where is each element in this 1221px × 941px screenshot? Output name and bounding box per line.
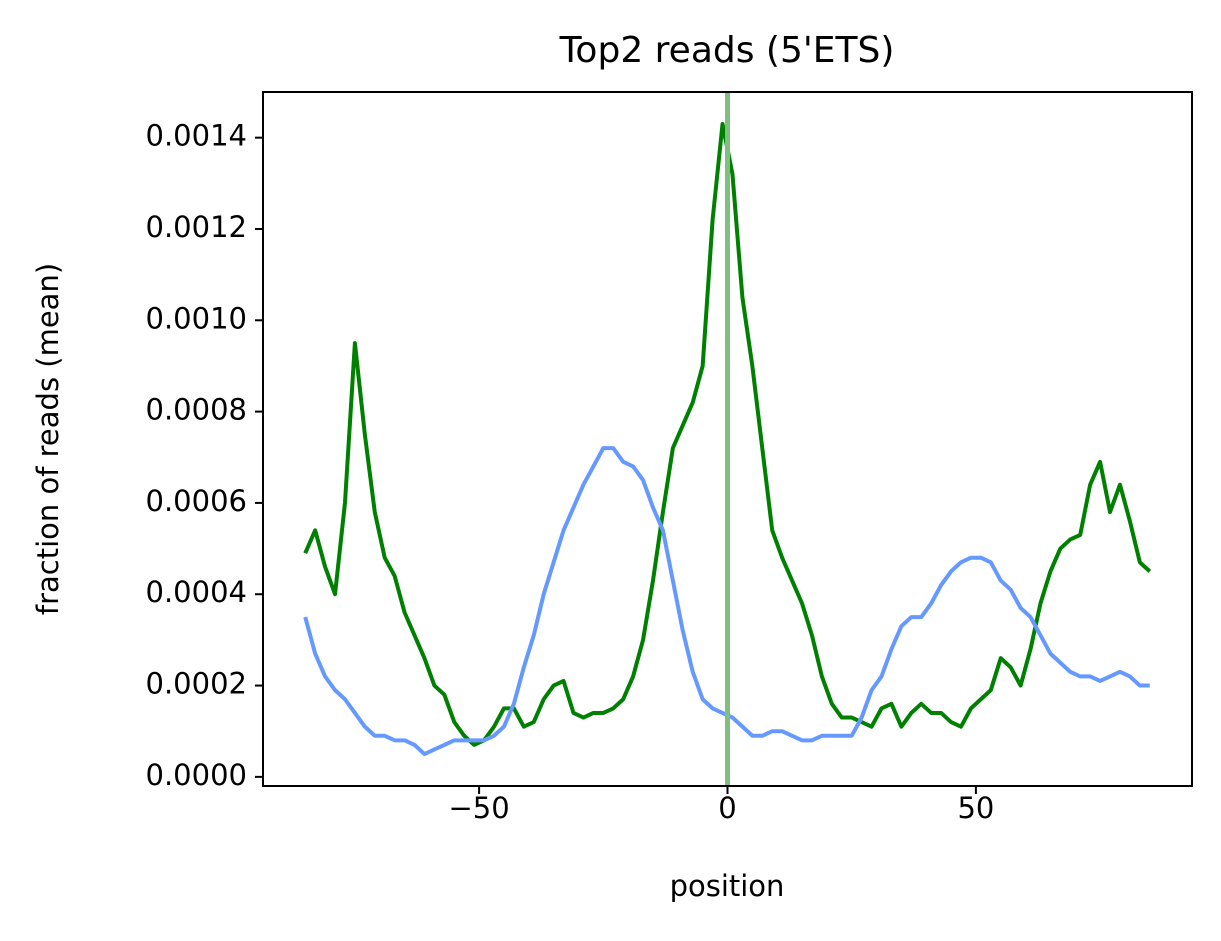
x-tick-label: 50: [957, 791, 994, 825]
y-tick-label: 0.0014: [146, 119, 247, 153]
y-axis-label: fraction of reads (mean): [31, 263, 65, 615]
x-tick-label: −50: [449, 791, 510, 825]
x-axis-label: position: [670, 869, 785, 903]
y-tick-label: 0.0010: [146, 301, 247, 335]
chart-title: Top2 reads (5'ETS): [559, 30, 895, 71]
y-tick-label: 0.0000: [146, 758, 247, 792]
y-tick-label: 0.0012: [146, 210, 247, 244]
y-tick-label: 0.0002: [146, 667, 247, 701]
y-tick-label: 0.0008: [146, 393, 247, 427]
x-tick-label: 0: [718, 791, 736, 825]
y-tick-label: 0.0004: [146, 575, 247, 609]
y-tick-label: 0.0006: [146, 484, 247, 518]
plot-frame: [262, 91, 1193, 787]
